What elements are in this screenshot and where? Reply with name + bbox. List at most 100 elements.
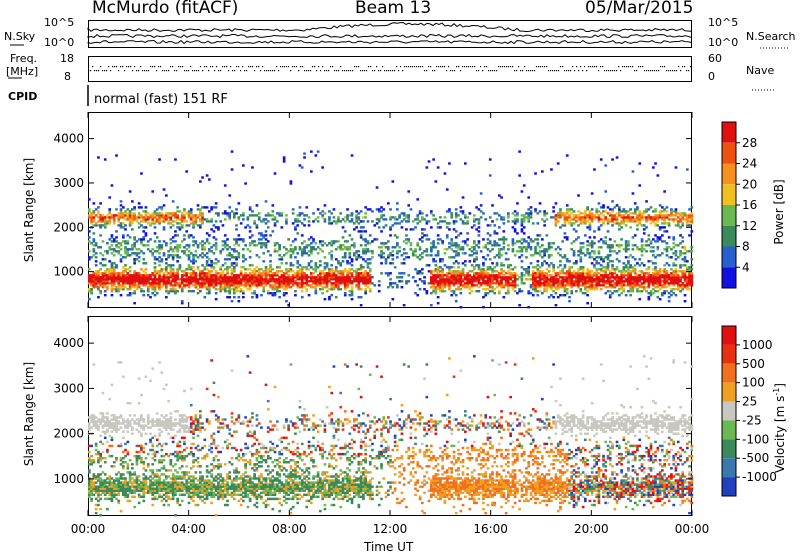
power-cell	[633, 278, 637, 281]
power-cell	[638, 298, 642, 301]
power-cell	[364, 216, 367, 219]
power-cell	[590, 276, 594, 279]
power-cell	[436, 254, 440, 257]
power-cell	[359, 272, 363, 275]
power-cell	[357, 278, 361, 281]
power-cell	[375, 186, 379, 189]
power-cell	[169, 254, 173, 257]
power-cell	[652, 210, 655, 213]
power-cell	[439, 290, 442, 293]
power-cell	[633, 276, 637, 279]
power-cell	[262, 218, 266, 221]
power-cell	[640, 284, 644, 287]
power-cell	[493, 256, 497, 259]
power-cell	[155, 246, 159, 249]
power-cell	[604, 218, 608, 221]
power-cell	[407, 214, 411, 217]
power-cell	[491, 272, 494, 275]
power-cell	[477, 240, 481, 243]
power-cell	[298, 276, 302, 279]
power-cell	[498, 250, 501, 253]
power-cell	[119, 222, 123, 225]
power-cell	[337, 272, 340, 275]
power-cell	[128, 274, 132, 277]
power-cell	[559, 294, 562, 297]
power-cell	[672, 270, 676, 273]
power-cell	[151, 220, 155, 223]
power-cell	[688, 272, 691, 275]
power-cell	[201, 212, 204, 215]
power-cell	[110, 240, 114, 243]
power-cell	[663, 240, 666, 243]
power-cell	[90, 280, 93, 283]
freq-dot	[106, 70, 108, 72]
power-cell	[319, 276, 322, 279]
power-cell	[679, 290, 682, 293]
power-cell	[534, 278, 537, 281]
power-cell	[475, 228, 478, 231]
power-cell	[473, 240, 476, 243]
power-cell	[298, 214, 302, 217]
power-cell	[242, 296, 245, 299]
power-cell	[556, 282, 560, 285]
power-cell	[212, 224, 216, 227]
power-cell	[280, 226, 284, 229]
power-cell	[273, 278, 277, 281]
power-cell	[251, 214, 254, 217]
power-cell	[486, 292, 490, 295]
power-cell	[688, 250, 691, 253]
power-cell	[294, 256, 297, 259]
nave-tick-bottom: 0	[708, 70, 715, 83]
power-cell	[298, 270, 302, 273]
power-cell	[171, 270, 175, 273]
power-cell	[640, 218, 644, 221]
power-cell	[488, 268, 492, 271]
power-cell	[142, 290, 146, 293]
power-cell	[294, 294, 297, 297]
power-cell	[565, 212, 569, 215]
power-cell	[613, 282, 617, 285]
power-cell	[92, 202, 96, 205]
power-cell	[359, 226, 363, 229]
power-cell	[627, 262, 630, 265]
power-cell	[513, 290, 517, 293]
power-cell	[319, 270, 322, 273]
power-cell	[214, 258, 218, 261]
power-cell	[448, 288, 451, 291]
power-cell	[112, 272, 116, 275]
power-cell	[631, 216, 635, 219]
power-cell	[454, 212, 458, 215]
power-cell	[608, 250, 612, 253]
power-cell	[122, 216, 125, 219]
power-cell	[622, 208, 626, 211]
power-cell	[124, 250, 127, 253]
power-cell	[142, 274, 146, 277]
power-cell	[396, 244, 399, 247]
freq-dot	[400, 66, 402, 68]
power-cell	[230, 150, 234, 153]
power-cell	[416, 284, 420, 287]
power-cell	[525, 270, 528, 273]
power-cell	[97, 156, 100, 159]
power-cell	[128, 214, 132, 217]
power-cell	[597, 278, 601, 281]
power-cell	[151, 278, 155, 281]
power-cell	[128, 284, 132, 287]
power-cell	[631, 270, 635, 273]
power-cell	[368, 282, 372, 285]
power-cell	[418, 220, 422, 223]
power-cell	[654, 218, 657, 221]
power-cell	[364, 278, 367, 281]
power-cell	[169, 264, 173, 267]
power-cell	[88, 288, 91, 291]
power-cell	[520, 238, 524, 241]
power-cell	[167, 282, 170, 285]
power-cell	[319, 242, 322, 245]
power-cell	[242, 290, 245, 293]
freq-dot	[176, 70, 178, 72]
power-cell	[262, 252, 266, 255]
power-cell	[353, 254, 356, 257]
power-cell	[575, 262, 578, 265]
power-cell	[475, 218, 478, 221]
power-cell	[251, 166, 254, 169]
